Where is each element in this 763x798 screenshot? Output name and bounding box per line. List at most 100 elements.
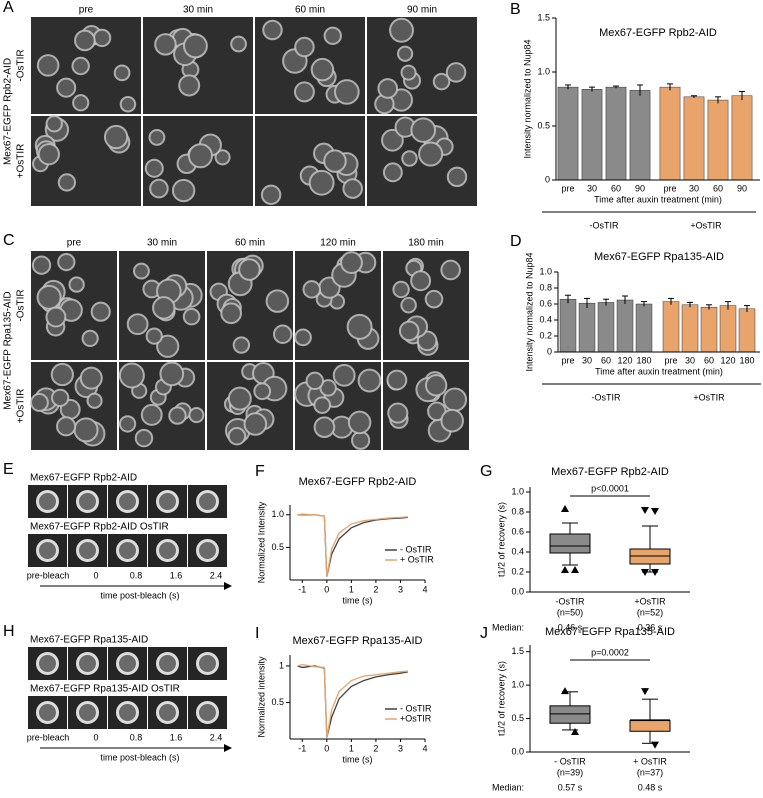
cell <box>30 393 49 412</box>
cell <box>377 78 399 99</box>
cell <box>294 36 315 58</box>
cell <box>302 280 321 299</box>
outlier <box>641 688 649 696</box>
cell <box>76 652 99 675</box>
chart-title: Mex67-EGFP Rpa135-AID <box>594 251 724 263</box>
cell <box>134 428 154 448</box>
cell <box>56 77 77 98</box>
side-label: Mex67-EGFP Rpa135-AID <box>3 291 14 409</box>
x-tick-label: 3 <box>398 584 403 594</box>
cell <box>116 652 139 675</box>
bar <box>662 301 680 353</box>
y-tick-label: 0.2 <box>539 330 552 340</box>
cell <box>86 392 103 409</box>
cell <box>196 652 219 675</box>
cell <box>145 327 163 345</box>
cell <box>253 382 272 401</box>
time-label: 0 <box>93 570 98 580</box>
cell <box>260 184 282 206</box>
chart-title: Mex67-EGFP Rpa135-AID <box>292 635 422 647</box>
y-tick-label: 0 <box>547 346 552 356</box>
x-tick-label: 60 <box>601 355 611 365</box>
y-tick-label: 1.5 <box>511 646 524 656</box>
x-tick-label: 30 <box>685 355 695 365</box>
cell <box>76 490 99 513</box>
cell <box>118 362 145 389</box>
cell <box>294 328 312 347</box>
y-axis-label: Intensity normalized to Nup84 <box>522 39 532 158</box>
cell <box>238 258 261 281</box>
cell <box>187 143 213 169</box>
y-axis-label: t1/2 of recovery (s) <box>496 502 506 577</box>
cell <box>188 407 205 424</box>
cell <box>154 33 177 56</box>
cell <box>92 28 112 48</box>
cell <box>432 72 451 91</box>
y-tick-label: 1 <box>279 660 284 670</box>
cell <box>36 490 59 513</box>
strip-label: Mex67-EGFP Rpb2-AID OsTIR <box>30 522 169 533</box>
y-axis-label: Normalized intensity <box>256 656 266 738</box>
column-header: 60 min <box>235 238 265 249</box>
annotation: p<0.0001 <box>591 483 629 493</box>
y-tick-label: 0.0 <box>511 746 524 756</box>
cell <box>334 79 360 105</box>
column-header: 90 min <box>407 5 437 16</box>
cell <box>152 296 176 320</box>
cell <box>272 324 293 345</box>
column-header: pre <box>67 238 82 249</box>
bar <box>635 303 653 353</box>
y-tick-label: 0 <box>545 174 550 184</box>
y-axis-label: Intensity normalized to Nup84 <box>524 252 534 371</box>
cell <box>410 270 432 292</box>
cell <box>424 374 448 397</box>
cell <box>386 369 408 391</box>
cell <box>57 173 77 192</box>
y-tick-label: 1.0 <box>539 266 552 276</box>
panel-label: I <box>255 625 259 642</box>
cell <box>382 162 403 183</box>
cell <box>72 94 90 112</box>
cell <box>74 29 96 52</box>
x-tick-label: 90 <box>737 183 747 193</box>
row-label: +OsTIR <box>16 144 27 179</box>
x-tick-label: 2 <box>373 584 378 594</box>
y-tick-label: 0.5 <box>271 697 284 707</box>
arrow-head <box>224 744 232 752</box>
cell <box>37 143 60 166</box>
box <box>549 705 591 724</box>
x-axis-label: Time after auxin treatment (min) <box>595 366 723 376</box>
chart-title: Mex67-EGFP Rpb2-AID <box>551 466 669 478</box>
x-tick-label: 1 <box>349 584 354 594</box>
cell <box>79 366 103 390</box>
x-axis-label: time (s) <box>343 754 373 764</box>
median-label: 0.48 s <box>638 782 663 792</box>
cell <box>113 64 131 82</box>
line-series <box>297 665 408 738</box>
cell <box>400 64 417 81</box>
y-tick-label: 1.0 <box>537 66 550 76</box>
cell <box>45 306 67 328</box>
y-tick-label: 1.0 <box>511 486 524 496</box>
cell <box>36 284 62 310</box>
cell <box>262 19 283 41</box>
column-header: 60 min <box>295 5 325 16</box>
x-tick-label: 4 <box>422 584 427 594</box>
cell <box>156 701 179 724</box>
median-label: 0.46 s <box>558 622 583 632</box>
cell <box>342 178 363 199</box>
row-label: +OsTIR <box>16 389 27 424</box>
x-tick-label: 60 <box>713 183 723 193</box>
cell <box>232 336 251 354</box>
panel-label: C <box>3 232 15 249</box>
x-tick-label: 180 <box>636 355 651 365</box>
x-tick-label: 4 <box>422 743 427 753</box>
y-tick-label: 0.8 <box>511 506 524 516</box>
bar <box>731 95 753 181</box>
cell <box>182 307 201 326</box>
y-tick-label: 0.6 <box>511 526 524 536</box>
cell <box>387 402 409 424</box>
outlier <box>571 566 579 573</box>
x-tick-label: pre <box>663 183 676 193</box>
group-label: -OsTIR <box>590 220 619 230</box>
